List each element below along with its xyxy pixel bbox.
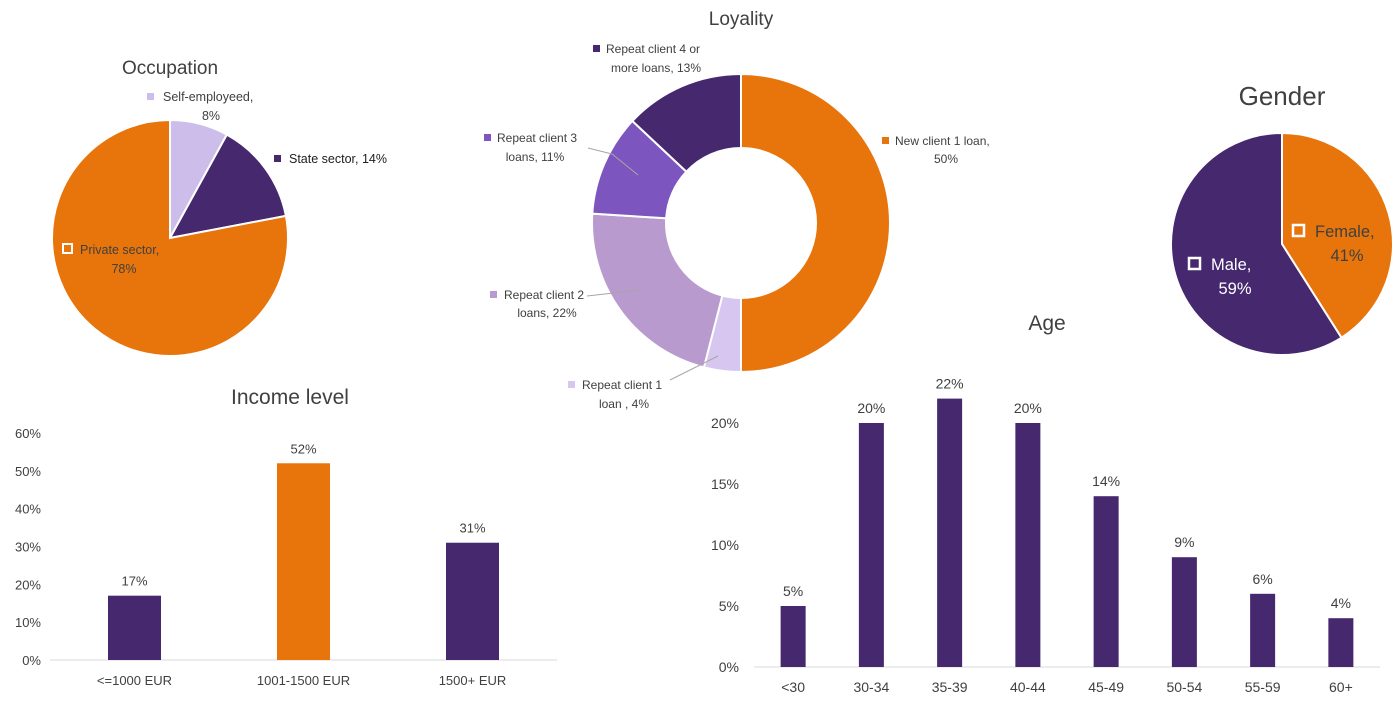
label-new1-2: 50% <box>934 152 958 166</box>
age-category-label: 50-54 <box>1166 679 1202 695</box>
label-male-2: 59% <box>1218 280 1251 298</box>
loyalty-donut <box>591 72 891 374</box>
label-repeat3-2: loans, 11% <box>506 150 565 164</box>
legend-key-repeat1 <box>568 381 575 388</box>
age-bar-50-54 <box>1171 557 1197 667</box>
income-ytick-label: 10% <box>15 615 41 630</box>
income-bar-chart: 0% 10% 20% 30% 40% 50% 60% 17% <=1000 EUR 52% 1001… <box>15 426 557 688</box>
income-title: Income level <box>231 386 349 409</box>
age-category-label: 35-39 <box>932 679 968 695</box>
income-value-label: 52% <box>290 441 316 456</box>
age-ytick-label: 20% <box>711 415 739 431</box>
age-value-label: 22% <box>936 376 964 392</box>
income-category-label: 1001-1500 EUR <box>257 673 350 688</box>
legend-key-repeat4 <box>593 45 600 52</box>
age-value-label: 5% <box>783 583 803 599</box>
occupation-slice-state-sector <box>168 133 288 240</box>
loyalty-title: Loyality <box>709 9 774 30</box>
occupation-slice-private-sector <box>51 118 289 357</box>
age-ytick-label: 15% <box>711 476 739 492</box>
label-repeat2-2: loans, 22% <box>517 306 577 320</box>
legend-key-repeat3 <box>484 134 491 141</box>
income-category-label: 1500+ EUR <box>439 673 507 688</box>
gender-title: Gender <box>1239 81 1326 111</box>
age-bar-60 <box>1328 618 1354 667</box>
income-bar-1500-eur <box>446 542 499 660</box>
income-ytick-label: 30% <box>15 540 41 555</box>
age-title: Age <box>1028 312 1065 335</box>
label-repeat4-2: more loans, 13% <box>611 61 701 75</box>
income-bar-1001-1500-eur <box>277 463 330 660</box>
age-value-label: 6% <box>1253 571 1273 587</box>
age-value-label: 14% <box>1092 473 1120 489</box>
label-female-1: Female, <box>1315 223 1375 241</box>
legend-key-self-employed <box>147 93 154 100</box>
legend-key-state-sector <box>274 155 281 162</box>
label-repeat2-1: Repeat client 2 <box>504 288 584 302</box>
label-private-sector-1: Private sector, <box>80 243 159 257</box>
label-private-sector-2: 78% <box>111 262 136 276</box>
legend-key-female <box>1291 223 1306 238</box>
label-female-2: 41% <box>1330 247 1363 265</box>
income-ytick-label: 40% <box>15 502 41 517</box>
age-bar-40-44 <box>1015 423 1041 667</box>
income-value-label: 31% <box>459 521 485 536</box>
age-bar-35-39 <box>937 398 963 667</box>
loyalty-slice-new-client-1-loan <box>740 72 891 374</box>
loyalty-slice-repeat-client-4-or-more-loans <box>630 72 742 174</box>
legend-key-private-sector <box>62 243 73 254</box>
age-ytick-label: 5% <box>719 598 739 614</box>
income-ytick-label: 50% <box>15 464 41 479</box>
age-value-label: 20% <box>857 400 885 416</box>
label-repeat4-1: Repeat client 4 or <box>606 42 700 56</box>
gender-slice-male <box>1170 131 1343 356</box>
label-new1-1: New client 1 loan, <box>895 134 990 148</box>
age-category-label: 45-49 <box>1088 679 1124 695</box>
age-value-label: 20% <box>1014 400 1042 416</box>
legend-key-male <box>1187 256 1202 271</box>
age-value-label: 9% <box>1174 534 1194 550</box>
age-category-label: 60+ <box>1329 679 1353 695</box>
age-category-label: 40-44 <box>1010 679 1046 695</box>
age-ytick-label: 10% <box>711 537 739 553</box>
age-bar-45-49 <box>1093 496 1119 667</box>
age-bar-30 <box>780 606 806 667</box>
leader-line-repeat3 <box>587 147 639 176</box>
legend-key-repeat2 <box>490 291 497 298</box>
loyalty-leader-lines <box>586 147 719 381</box>
income-ytick-label: 0% <box>22 653 41 668</box>
income-ytick-label: 60% <box>15 426 41 441</box>
label-repeat1-1: Repeat client 1 <box>582 378 662 392</box>
loyalty-slice-repeat-client-2-loans <box>591 212 724 369</box>
age-bar-chart: 0% 5% 10% 15% 20% 5% <30 20% 30-34 22% 35-39 20% 40-… <box>711 376 1380 695</box>
income-bar-1000-eur <box>108 595 161 660</box>
leader-line-repeat1 <box>669 355 719 381</box>
gender-pie <box>1170 131 1394 356</box>
income-category-label: <=1000 EUR <box>97 673 172 688</box>
label-male-1: Male, <box>1211 256 1251 274</box>
age-category-label: 30-34 <box>853 679 889 695</box>
label-repeat3-1: Repeat client 3 <box>497 131 577 145</box>
label-self-employed-2: 8% <box>202 109 220 123</box>
label-repeat1-2: loan , 4% <box>599 397 649 411</box>
occupation-pie <box>51 118 289 357</box>
label-state-sector: State sector, 14% <box>289 152 387 166</box>
leader-line-repeat2 <box>586 289 641 297</box>
age-value-label: 4% <box>1331 595 1351 611</box>
legend-key-new1 <box>882 137 889 144</box>
age-ytick-label: 0% <box>719 659 739 675</box>
label-self-employed-1: Self-employeed, <box>163 90 253 104</box>
age-bar-55-59 <box>1250 593 1276 667</box>
income-value-label: 17% <box>121 574 147 589</box>
income-ytick-label: 20% <box>15 577 41 592</box>
age-category-label: 55-59 <box>1245 679 1281 695</box>
occupation-title: Occupation <box>122 58 218 79</box>
age-category-label: <30 <box>781 679 805 695</box>
age-bar-30-34 <box>858 423 884 667</box>
